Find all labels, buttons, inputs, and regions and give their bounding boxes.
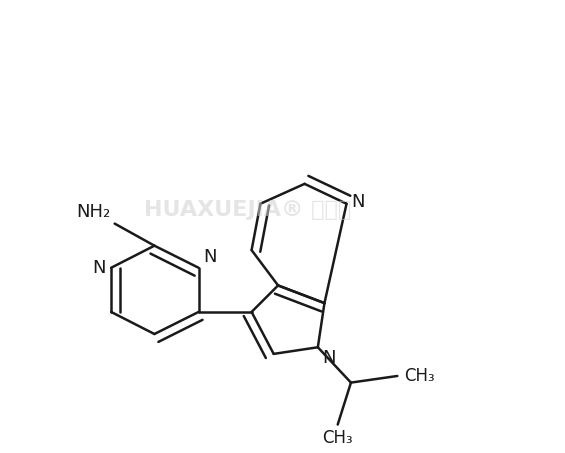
Text: N: N bbox=[322, 349, 336, 367]
Text: N: N bbox=[203, 247, 216, 265]
Text: NH₂: NH₂ bbox=[76, 203, 110, 222]
Text: N: N bbox=[92, 259, 106, 277]
Text: HUAXUEJIA® 化学加: HUAXUEJIA® 化学加 bbox=[144, 200, 351, 220]
Text: CH₃: CH₃ bbox=[323, 429, 353, 447]
Text: N: N bbox=[351, 193, 364, 211]
Text: CH₃: CH₃ bbox=[404, 367, 434, 385]
